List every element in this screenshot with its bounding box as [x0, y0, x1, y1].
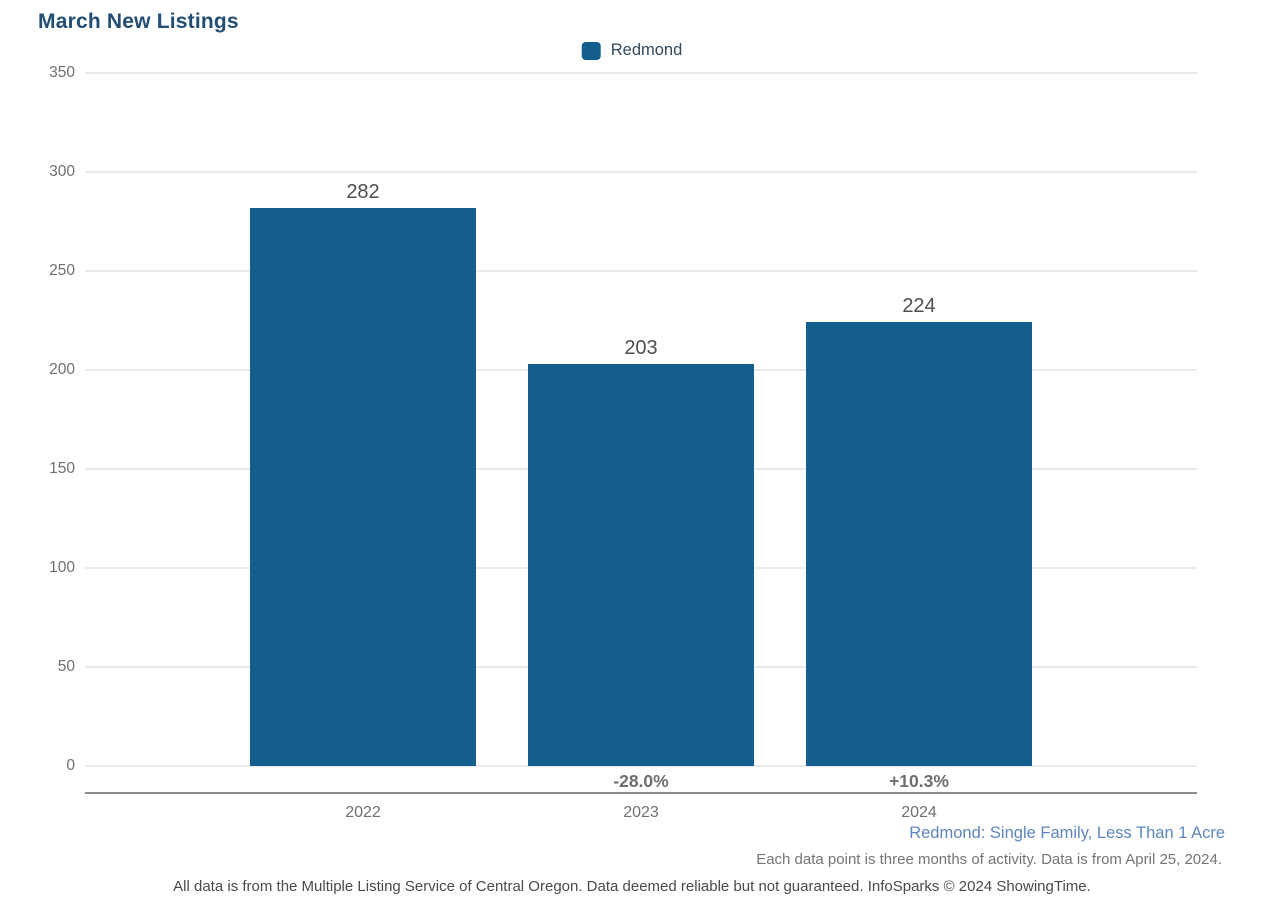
bar-2023[interactable] — [528, 364, 754, 766]
x-axis-line — [85, 792, 1197, 794]
legend-label: Redmond — [610, 41, 683, 59]
bar-value-label-2023: 203 — [624, 337, 658, 360]
x-tick-label-2023: 2023 — [623, 804, 659, 821]
plot-area: 282 2022 203 -28.0% 2023 224 +10.3% 2024 — [85, 72, 1197, 821]
y-tick-label-350: 350 — [49, 64, 75, 81]
y-tick-label-0: 0 — [66, 757, 75, 774]
legend-item-redmond[interactable]: Redmond — [581, 41, 683, 60]
y-tick-label-250: 250 — [49, 262, 75, 279]
gridline-y-0 — [85, 765, 1197, 767]
gridline-y-250 — [85, 270, 1197, 272]
pct-change-label-2023: -28.0% — [613, 771, 669, 791]
gridline-y-300 — [85, 171, 1197, 173]
x-tick-label-2022: 2022 — [345, 804, 381, 821]
pct-change-label-2024: +10.3% — [889, 771, 949, 791]
segment-description: Redmond: Single Family, Less Than 1 Acre — [909, 824, 1225, 842]
y-axis: 0 50 100 150 200 250 300 350 — [20, 64, 75, 774]
bar-2022[interactable] — [250, 207, 476, 766]
data-note: Each data point is three months of activ… — [756, 851, 1222, 868]
legend-swatch-icon — [581, 41, 601, 60]
y-tick-label-300: 300 — [49, 163, 75, 180]
page-title: March New Listings — [38, 10, 239, 33]
y-tick-label-100: 100 — [49, 559, 75, 576]
bar-2024[interactable] — [806, 322, 1032, 766]
disclaimer: All data is from the Multiple Listing Se… — [173, 878, 1091, 895]
gridline-y-350 — [85, 72, 1197, 74]
x-tick-label-2024: 2024 — [901, 804, 937, 821]
bar-value-label-2022: 282 — [346, 180, 380, 203]
y-tick-label-50: 50 — [57, 658, 75, 675]
bar-value-label-2024: 224 — [902, 295, 936, 318]
y-tick-label-200: 200 — [49, 361, 75, 378]
y-tick-label-150: 150 — [49, 460, 75, 477]
